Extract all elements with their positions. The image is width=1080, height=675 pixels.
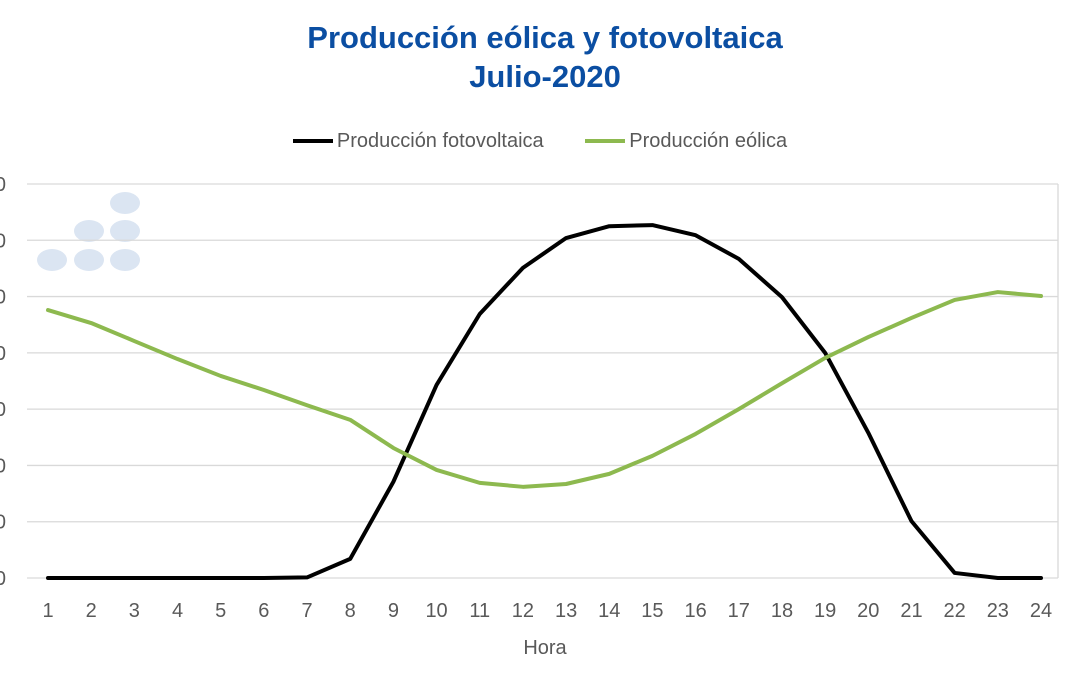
x-tick-label: 22	[944, 600, 966, 622]
legend-swatch	[292, 139, 333, 143]
x-tick-label: 18	[771, 600, 793, 622]
y-tick-label: 0	[0, 230, 6, 252]
x-tick-label: 3	[129, 600, 140, 622]
chart-title: Producción eólica y fotovoltaica Julio-2…	[0, 18, 1080, 96]
x-tick-label: 16	[684, 600, 706, 622]
y-tick-label: 0	[0, 568, 6, 590]
legend-label: Producción fotovoltaica	[336, 129, 544, 152]
x-tick-label: 7	[301, 600, 312, 622]
legend: Producción fotovoltaica Producción eólic…	[0, 126, 1080, 153]
x-tick-label: 15	[641, 600, 663, 622]
legend-item-fotovoltaica: Producción fotovoltaica	[292, 129, 544, 153]
x-tick-label: 23	[987, 600, 1009, 622]
legend-item-eolica: Producción eólica	[585, 130, 787, 153]
x-tick-label: 20	[857, 600, 879, 622]
x-tick-label: 4	[172, 600, 183, 622]
x-tick-label: 14	[598, 600, 620, 622]
x-tick-label: 17	[728, 600, 750, 622]
watermark-logo	[37, 192, 140, 271]
x-tick-label: 2	[86, 600, 97, 622]
series-line-eolica	[46, 290, 1043, 489]
series-line-fotovoltaica	[46, 223, 1043, 580]
x-tick-label: 10	[425, 600, 447, 622]
y-tick-label: 0	[0, 174, 6, 196]
legend-swatch	[585, 139, 626, 143]
legend-label: Producción eólica	[629, 129, 788, 152]
x-tick-label: 1	[42, 600, 53, 622]
x-tick-label: 5	[215, 600, 226, 622]
x-tick-label: 24	[1030, 600, 1052, 622]
chart-title-line-1: Producción eólica y fotovoltaica	[307, 20, 783, 55]
x-tick-label: 12	[512, 600, 534, 622]
x-tick-label: 19	[814, 600, 836, 622]
y-tick-label: 0	[0, 512, 6, 534]
chart-title-line-2: Julio-2020	[469, 59, 621, 94]
x-tick-label: 21	[900, 600, 922, 622]
x-tick-label: 9	[388, 600, 399, 622]
x-tick-label: 6	[258, 600, 269, 622]
x-axis-label: Hora	[523, 637, 567, 659]
y-tick-label: 0	[0, 287, 6, 309]
y-tick-label: 0	[0, 343, 6, 365]
x-tick-label: 11	[469, 600, 490, 622]
y-tick-label: 0	[0, 455, 6, 477]
x-tick-label: 13	[555, 600, 577, 622]
x-tick-label: 8	[345, 600, 356, 622]
y-tick-label: 0	[0, 399, 6, 421]
